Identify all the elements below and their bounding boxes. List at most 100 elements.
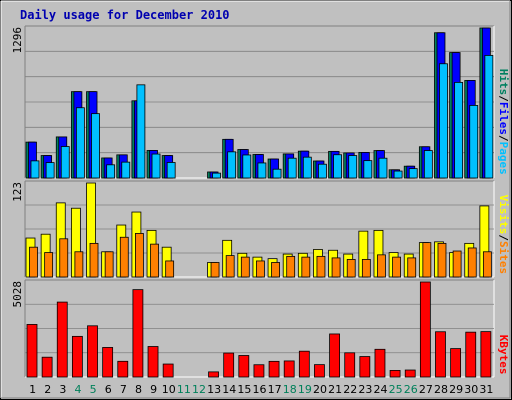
bar-pages-day-17 [272,168,282,179]
bar-pages-day-20 [318,163,327,179]
bar-pages-day-4 [75,107,85,179]
bar-sites-day-7 [119,236,129,278]
x-label-day-5: 5 [90,383,97,396]
bar-pages-day-16 [257,162,267,179]
x-label-day-6: 6 [105,383,112,396]
x-label-day-30: 30 [464,383,478,396]
bar-pages-day-19 [302,156,312,179]
legend-kbytes: KBytes [497,335,510,375]
bar-pages-day-15 [242,154,252,179]
x-label-day-10: 10 [162,383,176,396]
bar-pages-day-3 [60,146,70,179]
bar-sites-day-27 [422,242,432,278]
x-label-day-20: 20 [313,383,327,396]
bar-sites-day-16 [256,260,265,278]
legend-text: / [497,95,510,102]
bar-pages-day-28 [439,63,448,179]
bar-pages-day-9 [151,153,161,179]
x-axis-day-labels: 1 2 3 4 5 6 7 8 9 10 11 12 13 14 15 16 17 18 19 20 21 22 23 24 2… [29,383,493,396]
x-label-day-25: 25 [389,383,403,396]
bar-pages-day-24 [378,157,388,179]
bar-pages-day-21 [333,154,342,179]
bar-pages-day-6 [106,164,116,179]
bar-kbytes-day-15 [238,355,250,378]
x-label-day-3: 3 [59,383,66,396]
chart-title: Daily usage for December 2010 [20,8,230,22]
bar-kbytes-day-26 [404,369,416,378]
bar-sites-day-30 [467,247,477,278]
bar-pages-day-31 [484,55,494,179]
x-label-day-7: 7 [120,383,127,396]
legend-pages-files-hits: Hits/Files/Pages [497,69,510,175]
bar-pages-day-29 [454,81,464,179]
bar-kbytes-day-9 [147,346,159,378]
bar-kbytes-day-21 [329,333,340,378]
x-label-day-1: 1 [29,383,36,396]
bar-kbytes-day-28 [435,331,446,378]
bar-pages-day-5 [91,113,100,179]
y-max-label: 1296 [11,27,24,54]
x-label-day-28: 28 [434,383,448,396]
legend-text: Pages [497,142,510,175]
bar-sites-day-9 [150,243,159,278]
x-label-day-21: 21 [328,383,342,396]
x-label-day-29: 29 [449,383,463,396]
x-label-day-14: 14 [222,383,236,396]
bar-kbytes-day-5 [87,325,98,378]
bar-pages-day-27 [423,150,433,179]
bar-kbytes-day-8 [132,289,144,378]
bar-sites-day-3 [59,238,69,278]
x-label-day-24: 24 [374,383,388,396]
x-label-day-31: 31 [479,383,493,396]
x-label-day-26: 26 [404,383,418,396]
x-label-day-4: 4 [74,383,81,396]
bar-pages-day-23 [363,160,373,179]
legend-text: Sites [497,241,510,274]
bar-pages-day-8 [136,84,146,179]
bar-sites-day-20 [316,255,326,278]
x-label-day-18: 18 [283,383,297,396]
y-max-label: 5028 [11,281,24,308]
bar-pages-day-30 [469,105,479,179]
bar-sites-day-21 [331,257,341,278]
bar-pages-day-10 [166,162,176,179]
x-label-day-19: 19 [298,383,312,396]
bar-kbytes-day-7 [117,360,129,378]
x-label-day-12: 12 [192,383,206,396]
bar-pages-day-7 [121,161,131,179]
bar-sites-day-13 [210,262,220,278]
bar-kbytes-day-31 [480,331,492,378]
bar-sites-day-25 [392,256,401,278]
bar-sites-day-26 [407,257,417,278]
x-label-day-22: 22 [343,383,357,396]
panel-kbytes: 5028 KBytes [11,279,510,378]
bar-kbytes-day-6 [102,347,114,378]
legend-text: KBytes [497,335,510,375]
legend-text: Visits [497,195,510,235]
x-label-day-9: 9 [150,383,157,396]
bar-kbytes-day-22 [344,352,356,378]
x-label-day-2: 2 [44,383,51,396]
panel-pages-files-hits: 1296 Hits/Files/Pages [11,25,510,179]
bar-sites-day-31 [482,251,492,278]
bar-kbytes-day-18 [283,360,295,378]
x-label-day-23: 23 [358,383,372,396]
legend-text: / [497,135,510,142]
bar-pages-day-13 [212,172,221,179]
legend-text: / [497,234,510,241]
bar-kbytes-day-3 [56,301,68,378]
bar-sites-day-10 [165,260,175,278]
bar-pages-day-26 [408,168,418,179]
bar-pages-day-22 [348,155,358,179]
bar-kbytes-day-20 [314,364,325,378]
bar-sites-day-19 [301,256,311,278]
x-label-day-27: 27 [419,383,433,396]
bar-sites-day-6 [104,251,114,278]
bar-kbytes-day-30 [465,331,477,378]
bar-sites-day-28 [437,242,447,278]
panel-visits-sites: 123 Visits/Sites [11,180,510,278]
bar-kbytes-day-2 [41,356,53,378]
x-label-day-11: 11 [177,383,191,396]
bar-sites-day-1 [29,246,38,278]
